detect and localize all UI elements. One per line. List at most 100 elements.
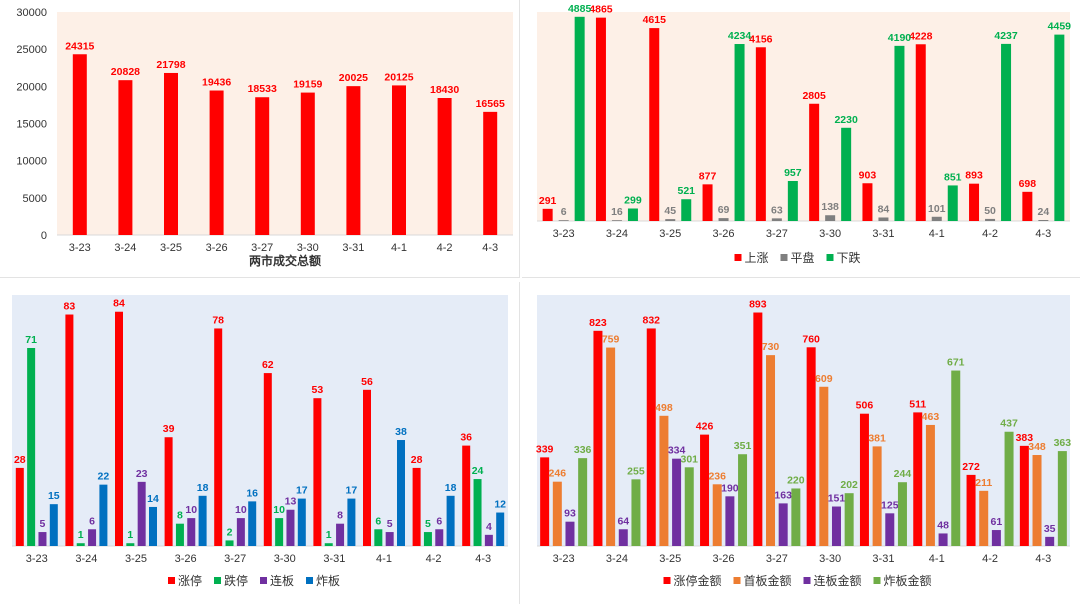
bar	[198, 495, 207, 546]
x-tick-label: 4-1	[929, 228, 945, 240]
data-label: 381	[868, 432, 886, 444]
data-label: 6	[89, 515, 95, 527]
data-label: 1	[127, 529, 133, 541]
bar	[65, 314, 74, 546]
bar	[423, 532, 432, 546]
y-tick-label: 0	[41, 230, 47, 242]
x-tick-label: 3-30	[819, 228, 841, 240]
bar	[363, 389, 371, 546]
legend-label: 炸板	[316, 574, 340, 588]
x-tick-label: 3-26	[175, 553, 197, 565]
bar	[991, 530, 1001, 546]
bar	[540, 457, 550, 546]
data-label: 24315	[65, 40, 94, 52]
bar	[552, 481, 562, 546]
x-tick-label: 3-24	[75, 553, 97, 565]
bar	[214, 328, 223, 546]
data-label: 15	[48, 490, 60, 502]
data-label: 83	[64, 301, 76, 313]
bar	[115, 311, 123, 546]
data-label: 190	[721, 482, 739, 494]
bar	[574, 16, 585, 221]
data-label: 759	[602, 334, 620, 346]
x-tick-label: 3-26	[713, 553, 735, 565]
data-label: 211	[975, 477, 992, 489]
data-label: 383	[1016, 432, 1034, 444]
bar	[755, 47, 766, 221]
data-label: 84	[878, 203, 890, 215]
bar	[718, 218, 729, 221]
data-label: 437	[1000, 418, 1018, 430]
data-label: 19159	[293, 79, 322, 91]
bar	[187, 518, 196, 546]
data-label: 339	[536, 443, 554, 455]
legend-swatch	[873, 577, 881, 584]
bar	[38, 532, 47, 546]
data-label: 8	[177, 510, 183, 522]
bar	[766, 355, 776, 546]
legend-label: 涨停	[178, 573, 202, 588]
x-tick-label: 3-27	[766, 553, 788, 565]
data-label: 6	[375, 515, 381, 527]
data-label: 2805	[802, 90, 826, 102]
x-tick-label: 3-26	[713, 228, 735, 240]
data-label: 4190	[888, 32, 912, 44]
bar	[672, 458, 682, 546]
data-label: 10	[273, 504, 285, 516]
bar	[841, 127, 852, 221]
bar	[313, 398, 322, 546]
bar	[437, 98, 452, 236]
legend-swatch	[306, 577, 313, 584]
data-label: 299	[624, 195, 642, 207]
bar	[1004, 431, 1014, 546]
data-label: 20125	[384, 71, 413, 83]
x-tick-label: 4-3	[475, 553, 491, 565]
data-label: 63	[771, 204, 783, 216]
data-label: 823	[589, 317, 607, 329]
data-label: 2230	[834, 114, 858, 126]
data-label: 348	[1028, 441, 1046, 453]
legend-swatch	[214, 577, 221, 584]
data-label: 61	[991, 516, 1003, 528]
bar	[969, 183, 980, 221]
data-label: 38	[395, 426, 407, 438]
x-tick-label: 3-27	[251, 242, 273, 254]
bar	[725, 496, 735, 546]
bar	[412, 467, 421, 546]
data-label: 255	[627, 465, 645, 477]
bar	[1038, 219, 1049, 221]
data-label: 291	[539, 195, 557, 207]
x-tick-label: 3-23	[553, 553, 575, 565]
bar	[859, 413, 869, 546]
bar	[175, 523, 184, 546]
data-label: 17	[346, 485, 358, 497]
data-label: 64	[617, 515, 629, 527]
data-label: 1	[326, 529, 332, 541]
bar	[951, 370, 961, 546]
data-label: 101	[928, 203, 946, 215]
y-tick-label: 30000	[16, 7, 47, 19]
x-tick-label: 3-25	[125, 553, 147, 565]
bar	[263, 373, 272, 546]
data-label: 39	[163, 423, 175, 435]
bar	[649, 28, 660, 221]
bar	[931, 216, 942, 221]
bar	[542, 208, 553, 221]
legend-label: 涨停金额	[674, 573, 722, 588]
limit-amounts-chart: 3-23 3-24 3-25 3-26 3-27 3-30 3-31 4-1 4-2 4-3 339…	[536, 295, 1071, 588]
x-tick-label: 3-30	[297, 242, 319, 254]
x-tick-label: 4-3	[1035, 553, 1051, 565]
bar	[397, 440, 405, 546]
data-label: 4228	[909, 30, 933, 42]
plot-area	[12, 295, 508, 546]
data-label: 13	[285, 496, 297, 508]
legend-swatch	[260, 577, 267, 584]
bar	[1001, 43, 1012, 221]
bar	[925, 424, 935, 546]
data-label: 760	[802, 333, 820, 345]
data-label: 71	[25, 334, 37, 346]
y-tick-label: 5000	[23, 193, 47, 205]
data-label: 4459	[1048, 21, 1072, 33]
legend-label: 炸板金额	[884, 573, 932, 588]
data-label: 24	[472, 465, 484, 477]
